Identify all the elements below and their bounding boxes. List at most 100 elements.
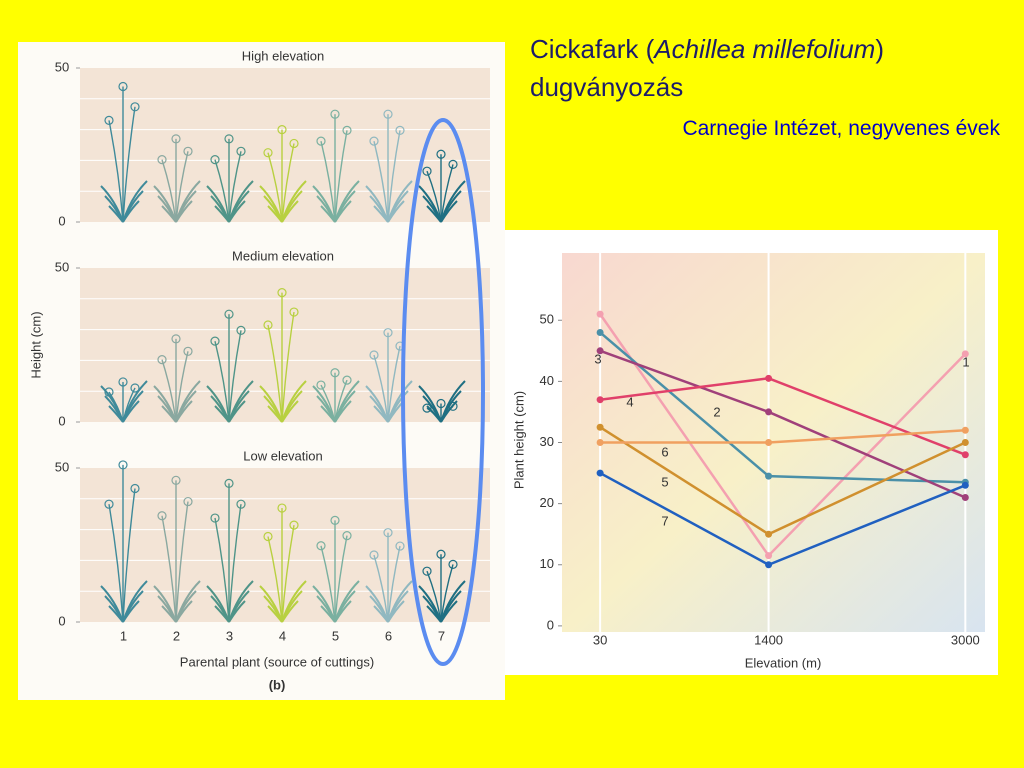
plant-stem: [228, 330, 242, 423]
data-point: [961, 494, 969, 502]
plant-leaf: [175, 180, 201, 223]
data-point: [765, 552, 773, 560]
plant-leaf: [281, 580, 307, 623]
plant-flower: [157, 511, 167, 521]
plant-stem: [175, 351, 189, 423]
plant-flower: [210, 336, 220, 346]
plant-flower: [436, 549, 446, 559]
y-tick-label: 0: [547, 617, 554, 632]
plant-flower: [342, 531, 352, 541]
plant-flower: [369, 350, 379, 360]
panel-title: Medium elevation: [232, 248, 334, 263]
plant-flower: [448, 559, 458, 570]
plant-flower: [183, 346, 193, 356]
plant-leaf: [440, 380, 466, 423]
plant-leaf: [281, 380, 307, 423]
data-point: [961, 439, 969, 446]
x-tick-label: 30: [593, 632, 607, 647]
plant: [206, 309, 254, 423]
plant: [312, 368, 360, 423]
plant-leaf: [365, 385, 389, 423]
plant-flower: [130, 102, 140, 112]
plant-stem: [387, 345, 401, 423]
plant-leaf: [122, 180, 148, 223]
plant-flower: [422, 566, 432, 576]
y-tick-label: 10: [540, 556, 554, 571]
y-tick-label: 0: [58, 613, 65, 628]
plant-flower: [118, 81, 128, 92]
plant-stem: [228, 151, 242, 223]
plant-leaf: [259, 585, 283, 623]
plant-flower: [383, 109, 393, 119]
data-point: [596, 310, 604, 318]
plant-flower: [316, 136, 326, 146]
plant-flower: [422, 166, 432, 176]
plant: [100, 81, 148, 223]
x-axis-title: Parental plant (source of cuttings): [180, 654, 374, 669]
plant: [153, 475, 201, 623]
x-tick-label: 5: [332, 628, 339, 643]
data-point: [596, 469, 604, 477]
plant-flower: [330, 109, 340, 119]
data-point: [596, 328, 604, 336]
plant: [259, 503, 307, 623]
plant-flower: [171, 475, 181, 485]
plant-flower: [171, 134, 181, 144]
plant-stem: [387, 130, 401, 223]
plant-flower: [236, 146, 246, 156]
plant-leaf: [418, 385, 442, 423]
plant-flower: [289, 138, 299, 149]
plant: [312, 109, 360, 223]
plant-leaf: [418, 585, 442, 623]
data-point: [765, 561, 773, 569]
plant: [418, 549, 466, 623]
plant-flower: [157, 355, 167, 365]
plant-flower: [157, 155, 167, 165]
plant-flower: [130, 383, 140, 393]
y-tick-label: 20: [540, 495, 554, 510]
plant-stem: [214, 159, 230, 223]
plant-leaf: [387, 380, 413, 423]
plant-flower: [316, 541, 326, 551]
plant-stem: [108, 504, 124, 623]
plant-flower: [236, 325, 246, 335]
plant-leaf: [259, 385, 283, 423]
x-tick-label: 7: [438, 628, 445, 643]
x-tick-label: 3: [226, 628, 233, 643]
plant: [206, 134, 254, 223]
plant-flower: [448, 159, 458, 170]
plant-flower: [183, 496, 193, 507]
y-tick-label: 40: [540, 373, 554, 388]
plant-leaf: [259, 185, 283, 223]
plant-leaf: [153, 585, 177, 623]
data-point: [765, 439, 773, 446]
plant-stem: [161, 515, 177, 623]
plant-flower: [263, 148, 273, 158]
plant-stem: [320, 545, 336, 623]
data-point: [765, 530, 773, 538]
data-point: [596, 396, 604, 404]
plant: [365, 528, 413, 623]
plant-flower: [171, 334, 181, 344]
highlight-ellipse: [401, 118, 485, 666]
x-tick-label: 1: [120, 628, 127, 643]
plant: [153, 134, 201, 223]
plant-stem: [281, 311, 295, 423]
y-tick-label: 50: [55, 59, 69, 74]
plant-stem: [161, 359, 177, 423]
y-axis-title: Height (cm): [28, 311, 43, 378]
plant-leaf: [122, 580, 148, 623]
plant-flower: [289, 520, 299, 530]
series-label: 2: [713, 404, 720, 419]
slide-subtitle: Carnegie Intézet, negyvenes évek: [682, 117, 1000, 140]
plant-flower: [436, 149, 446, 159]
plant-stem: [214, 340, 230, 423]
plant-stem: [373, 554, 389, 623]
plant-stem: [373, 354, 389, 423]
data-point: [961, 481, 969, 489]
plant-flower: [118, 460, 128, 470]
plant: [100, 460, 148, 623]
plant-leaf: [312, 185, 336, 223]
